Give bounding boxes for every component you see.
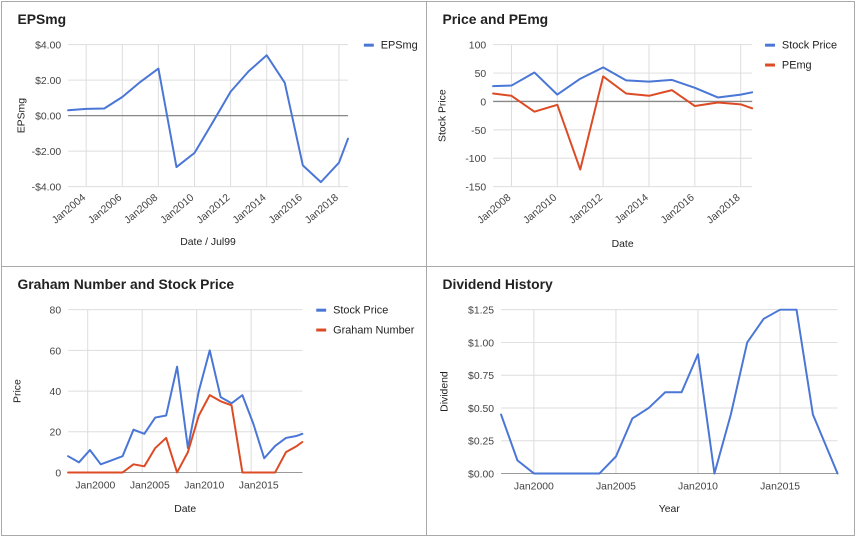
legend-label: Stock Price (333, 305, 388, 317)
x-tick-label: Jan2000 (75, 480, 115, 491)
x-tick-label: Jan2018 (303, 192, 341, 226)
x-axis-title: Date (612, 239, 634, 250)
x-tick-label: Jan2010 (159, 192, 197, 226)
y-tick-label: $2.00 (35, 76, 61, 87)
y-tick-label: -$4.00 (32, 183, 62, 194)
legend-swatch (363, 43, 374, 47)
x-tick-label: Jan2010 (678, 481, 718, 492)
x-tick-label: Jan2004 (50, 192, 88, 226)
legend-swatch (765, 63, 775, 67)
series-line-stock-price (492, 66, 754, 99)
legend-label: Stock Price (782, 40, 837, 52)
y-tick-label: 80 (50, 306, 62, 317)
chart-title: Price and PEmg (443, 11, 549, 27)
x-tick-label: Jan2016 (659, 192, 697, 226)
x-tick-label: Jan2010 (184, 480, 224, 491)
x-tick-label: Jan2015 (239, 480, 279, 491)
y-tick-label: $4.00 (35, 41, 61, 52)
legend-label: EPSmg (381, 40, 418, 52)
y-tick-label: 0 (480, 97, 486, 108)
legend-label: PEmg (782, 59, 812, 71)
y-tick-label: -50 (471, 126, 486, 137)
eps-chart-panel: EPSmg $4.00 $2.00 $0.00 -$2.00 -$4.00 Jan2004 J… (1, 1, 427, 267)
series-line-dividend (500, 308, 839, 475)
y-axis-title: Stock Price (437, 89, 448, 142)
price-pe-chart-panel: Price and PEmg 100 50 0 -50 -100 -150 Jan2008 Ja… (426, 1, 855, 267)
x-tick-label: Jan2012 (195, 192, 233, 226)
series-line-pemg (492, 75, 754, 171)
y-tick-label: $1.25 (468, 306, 494, 317)
x-tick-label: Jan2015 (760, 481, 800, 492)
y-tick-label: $0.00 (468, 469, 494, 480)
y-tick-label: 60 (50, 346, 62, 357)
x-tick-label: Jan2018 (705, 192, 743, 226)
x-tick-label: Jan2006 (87, 192, 125, 226)
y-tick-label: $0.00 (35, 112, 61, 123)
x-tick-label: Jan2012 (567, 192, 605, 226)
graham-chart: Graham Number and Stock Price 80 60 40 20 0 Ja… (12, 276, 415, 515)
y-tick-label: 50 (475, 69, 487, 80)
x-tick-label: Jan2005 (596, 481, 636, 492)
y-tick-label: $0.50 (468, 404, 494, 415)
x-tick-label: Jan2008 (123, 192, 161, 226)
legend-swatch (765, 43, 775, 47)
eps-chart: EPSmg$4.00$2.00$0.00-$2.00-$4.00Jan2004J… (16, 11, 418, 248)
chart-title: Dividend History (442, 276, 553, 292)
y-tick-label: 40 (50, 387, 62, 398)
y-tick-label: $0.75 (468, 371, 494, 382)
x-tick-label: Jan2014 (231, 192, 269, 226)
series-line-graham-number (67, 394, 304, 474)
chart-title: Graham Number and Stock Price (17, 276, 234, 292)
graham-chart-panel: Graham Number and Stock Price 80 60 40 20 0 Ja… (1, 266, 427, 536)
y-tick-label: 100 (469, 41, 487, 52)
legend-swatch (316, 328, 327, 332)
y-axis-title: EPSmg (16, 98, 27, 133)
dividend-chart-panel: Dividend History $1.25 $1.00 $0.75 $0.50 $0.2… (426, 266, 855, 536)
series-line-stock-price (67, 349, 304, 466)
legend-swatch (316, 308, 327, 312)
x-tick-label: Jan2016 (267, 192, 305, 226)
y-tick-label: $0.25 (468, 437, 494, 448)
x-tick-label: Jan2010 (522, 192, 560, 226)
chart-title: EPSmg (17, 11, 66, 27)
y-tick-label: -150 (465, 183, 486, 194)
x-axis-title: Date (174, 504, 196, 515)
dividend-chart: Dividend History $1.25 $1.00 $0.75 $0.50 $0.2… (439, 276, 839, 515)
series-line-epsmg (67, 54, 349, 184)
y-axis-title: Price (12, 379, 23, 403)
y-tick-label: $1.00 (468, 338, 494, 349)
x-tick-label: Jan2014 (613, 192, 651, 226)
y-tick-label: -100 (465, 154, 486, 165)
x-tick-label: Jan2008 (476, 192, 514, 226)
legend-label: Graham Number (333, 325, 415, 337)
x-tick-label: Jan2005 (130, 480, 170, 491)
y-tick-label: 20 (50, 428, 62, 439)
y-axis-title: Dividend (439, 371, 450, 412)
y-tick-label: 0 (55, 468, 61, 479)
x-tick-label: Jan2000 (514, 481, 554, 492)
x-axis-title: Year (659, 504, 681, 515)
x-axis-title: Date / Jul99 (180, 237, 236, 248)
y-tick-label: -$2.00 (32, 147, 62, 158)
